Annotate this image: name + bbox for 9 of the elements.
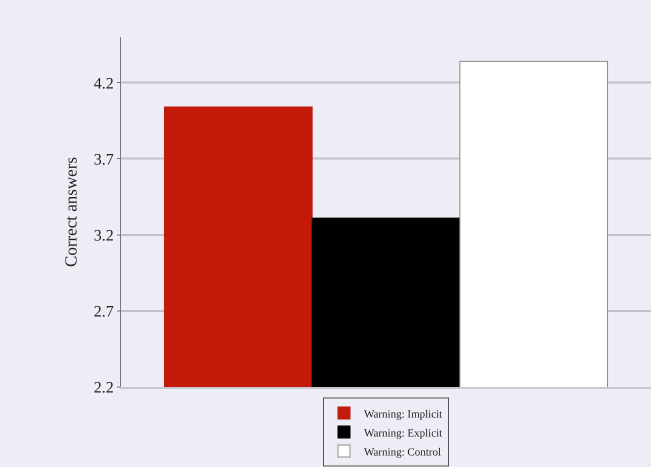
y-tick-label: 2.7 — [94, 304, 114, 321]
legend-label: Warning: Control — [364, 446, 442, 458]
y-tick-label: 3.2 — [94, 227, 114, 244]
y-tick-label: 3.7 — [94, 151, 114, 168]
legend-label: Warning: Explicit — [364, 427, 442, 440]
y-axis-title: Correct answers — [61, 157, 80, 267]
y-tick-label: 4.2 — [94, 75, 114, 92]
legend-label: Warning: Implicit — [364, 408, 442, 420]
y-tick-label: 2.2 — [94, 380, 114, 397]
